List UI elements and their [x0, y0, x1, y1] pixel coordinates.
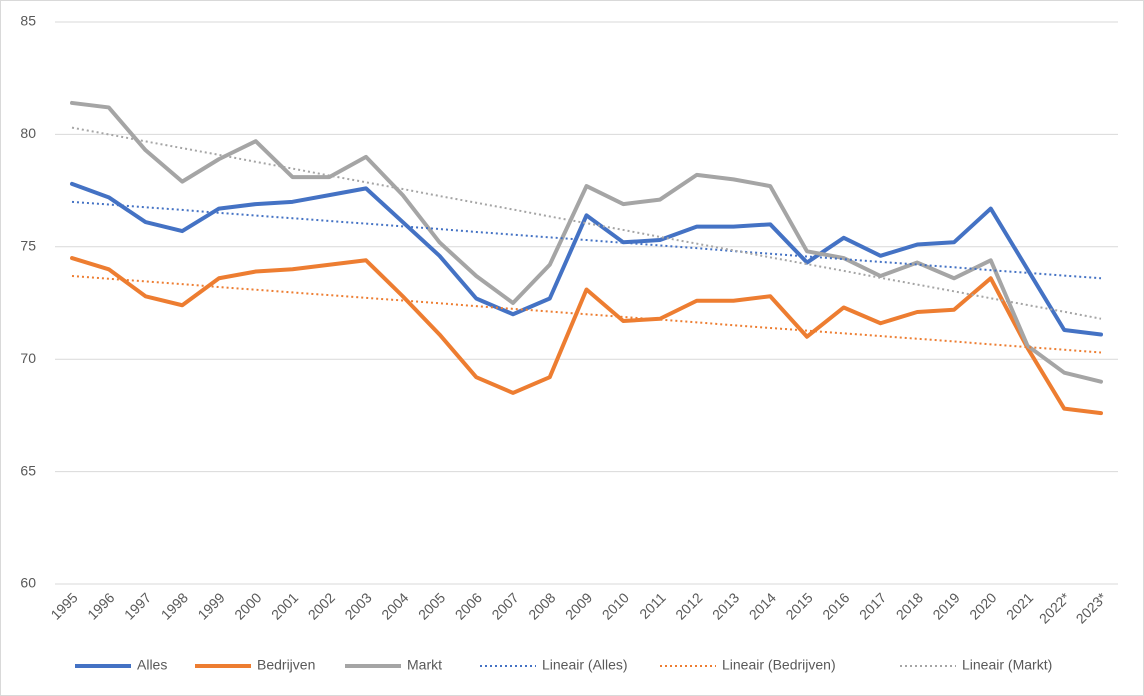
legend-label: Markt: [407, 657, 442, 673]
y-tick-label: 80: [20, 125, 36, 141]
y-tick-label: 70: [20, 350, 36, 366]
series-line: [70, 181, 1103, 337]
series-line: [70, 100, 1103, 384]
trend-line: [71, 200, 1102, 280]
y-tick-label: 75: [20, 238, 36, 254]
trend-line: [71, 275, 1102, 354]
legend-label: Alles: [137, 657, 167, 673]
legend-label: Bedrijven: [257, 657, 315, 673]
legend-label: Lineair (Markt): [962, 657, 1052, 673]
y-tick-label: 65: [20, 462, 36, 478]
y-tick-label: 85: [20, 13, 36, 29]
legend-label: Lineair (Alles): [542, 657, 628, 673]
series-line: [70, 256, 1103, 416]
y-tick-label: 60: [20, 575, 36, 591]
legend-label: Lineair (Bedrijven): [722, 657, 836, 673]
